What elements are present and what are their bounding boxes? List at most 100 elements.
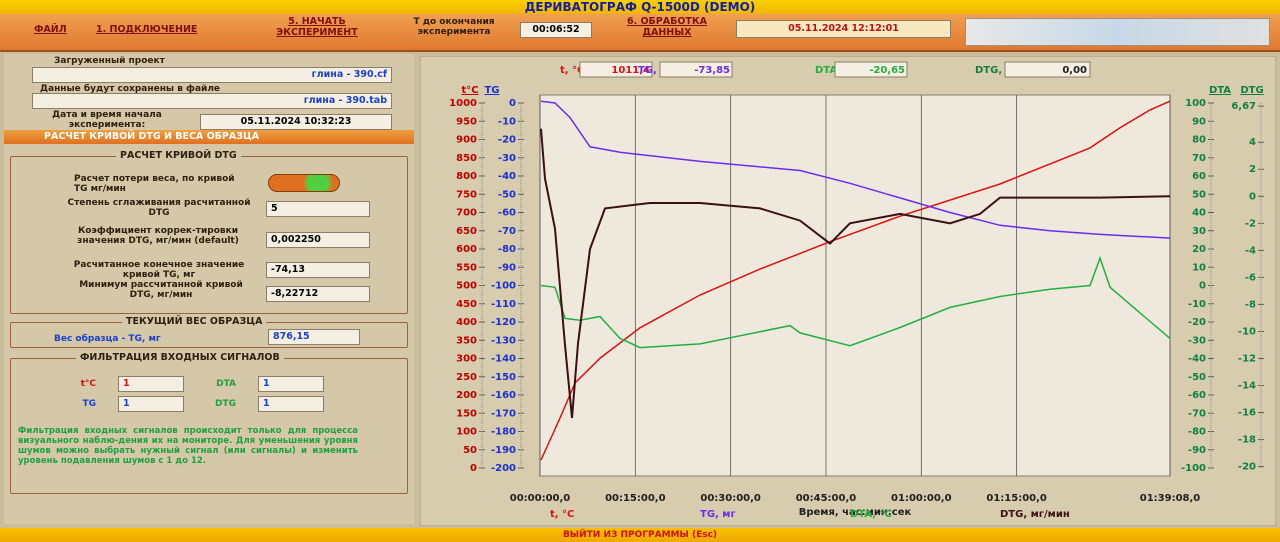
y-tick-label: 700 bbox=[456, 208, 477, 219]
y-tick-label: -140 bbox=[491, 354, 516, 365]
toolbar-icons[interactable] bbox=[965, 18, 1270, 46]
y-tick-label: -18 bbox=[1238, 435, 1256, 446]
x-tick-label: 01:00:00,0 bbox=[891, 493, 952, 504]
readout-box bbox=[659, 61, 733, 78]
y-tick-label: 4 bbox=[1249, 137, 1256, 148]
y-tick-label: 600 bbox=[456, 244, 477, 255]
section-bar[interactable]: РАСЧЕТ КРИВОЙ DTG И ВЕСА ОБРАЗЦА bbox=[4, 130, 414, 144]
filter-group-title: ФИЛЬТРАЦИЯ ВХОДНЫХ СИГНАЛОВ bbox=[76, 353, 284, 363]
y-tick-label: 250 bbox=[456, 372, 477, 383]
filter-field[interactable]: 1 bbox=[258, 376, 324, 392]
y-tick-label: 0 bbox=[1249, 191, 1256, 202]
remaining-label: Т до окончания эксперимента bbox=[413, 17, 495, 37]
y-tick-label: 60 bbox=[1192, 171, 1206, 182]
loss-label: Расчет потери веса, по кривой TG мг/мин bbox=[74, 174, 235, 194]
save-label: Данные будут сохранены в файле bbox=[40, 84, 221, 94]
weight-label: Вес образца - TG, мг bbox=[54, 334, 161, 344]
y-tick-label: -10 bbox=[1238, 326, 1256, 337]
y-tick-label: -60 bbox=[498, 208, 516, 219]
readout-label: TG, мг bbox=[638, 65, 674, 76]
legend-entry: t, °C bbox=[550, 509, 574, 520]
y-tick-label: -110 bbox=[491, 299, 516, 310]
smooth-field[interactable]: 5 bbox=[266, 201, 370, 217]
x-tick-label: 01:15:00,0 bbox=[986, 493, 1047, 504]
y-tick-label: 150 bbox=[456, 408, 477, 419]
filter-label: t°C bbox=[80, 379, 96, 389]
filter-field[interactable]: 1 bbox=[258, 396, 324, 412]
menu-start[interactable]: 5. НАЧАТЬ ЭКСПЕРИМЕНТ bbox=[276, 16, 358, 38]
y-tick-label: 650 bbox=[456, 226, 477, 237]
y-tick-label: 2 bbox=[1249, 164, 1256, 175]
y-tick-label: 350 bbox=[456, 335, 477, 346]
menu-connect[interactable]: 1. ПОДКЛЮЧЕНИЕ bbox=[96, 24, 198, 35]
y-tick-label: 0 bbox=[470, 463, 477, 474]
legend-entry: DTG, мг/мин bbox=[1000, 509, 1070, 520]
readout-box bbox=[834, 61, 908, 78]
y-tick-label: -10 bbox=[1188, 299, 1206, 310]
y-tick-label: -14 bbox=[1238, 381, 1256, 392]
y-tick-label: 850 bbox=[456, 153, 477, 164]
y-tick-label: 100 bbox=[1185, 98, 1206, 109]
left-panel: Загруженный проект глина - 390.cf Данные… bbox=[4, 54, 414, 524]
y-tick-label: -30 bbox=[498, 153, 516, 164]
y-tick-label: -4 bbox=[1245, 245, 1256, 256]
project-label: Загруженный проект bbox=[54, 56, 165, 66]
start-field: 05.11.2024 10:32:23 bbox=[200, 114, 392, 130]
y-tick-label: 50 bbox=[463, 445, 477, 456]
y-tick-label: -10 bbox=[498, 116, 516, 127]
y-tick-label: 70 bbox=[1192, 153, 1206, 164]
chart: 00:00:00,0 00:15:00,0 00:30:00,0 00:45:00,0… bbox=[419, 55, 1277, 527]
y-tick-label: -90 bbox=[498, 262, 516, 273]
y-tick-label: -90 bbox=[1188, 445, 1206, 456]
filter-field[interactable]: 1 bbox=[118, 376, 184, 392]
y-tick-label: -80 bbox=[1188, 427, 1206, 438]
title-bar: ДЕРИВАТОГРАФ Q-1500D (DEMO) bbox=[0, 0, 1280, 14]
filter-field[interactable]: 1 bbox=[118, 396, 184, 412]
weight-group-title: ТЕКУЩИЙ ВЕС ОБРАЗЦА bbox=[122, 317, 267, 327]
y-tick-label: 550 bbox=[456, 262, 477, 273]
coef-field[interactable]: 0,002250 bbox=[266, 232, 370, 248]
y-tick-label: -180 bbox=[491, 427, 516, 438]
y-tick-label: -30 bbox=[1188, 335, 1206, 346]
dtg-group-title: РАСЧЕТ КРИВОЙ DTG bbox=[116, 151, 241, 161]
menu-process[interactable]: 6. ОБРАБОТКА ДАННЫХ bbox=[626, 16, 708, 38]
series-line bbox=[540, 128, 1171, 419]
menu-file[interactable]: ФАЙЛ bbox=[34, 24, 67, 35]
y-tick-label: -70 bbox=[1188, 408, 1206, 419]
remaining-field: 00:06:52 bbox=[520, 22, 592, 38]
y-tick-label: -8 bbox=[1245, 299, 1256, 310]
y-tick-label: -20 bbox=[498, 135, 516, 146]
x-tick-label: 00:30:00,0 bbox=[700, 493, 761, 504]
series-line bbox=[540, 100, 1171, 239]
y-tick-label: 0 bbox=[509, 98, 516, 109]
axis-title: TG bbox=[484, 85, 499, 96]
y-tick-label: 80 bbox=[1192, 135, 1206, 146]
y-tick-label: 6,67 bbox=[1231, 101, 1256, 112]
plot-bg bbox=[539, 94, 1171, 477]
y-tick-label: 500 bbox=[456, 281, 477, 292]
readout-box bbox=[579, 61, 653, 78]
series-line bbox=[540, 255, 1171, 349]
readout-label: t, °C bbox=[560, 65, 584, 76]
loss-toggle[interactable] bbox=[268, 174, 340, 192]
y-tick-label: -50 bbox=[1188, 372, 1206, 383]
y-tick-label: 10 bbox=[1192, 262, 1206, 273]
final-label: Расчитанное конечное значение кривой TG,… bbox=[73, 260, 245, 280]
menu-bar: ФАЙЛ 1. ПОДКЛЮЧЕНИЕ 5. НАЧАТЬ ЭКСПЕРИМЕН… bbox=[0, 14, 1280, 52]
y-tick-label: 950 bbox=[456, 116, 477, 127]
y-tick-label: -160 bbox=[491, 390, 516, 401]
y-tick-label: 750 bbox=[456, 189, 477, 200]
legend-entry: DTA, °C bbox=[850, 509, 892, 520]
legend-entry: TG, мг bbox=[700, 509, 736, 520]
project-field: глина - 390.cf bbox=[32, 67, 392, 83]
exit-button[interactable]: ВЫЙТИ ИЗ ПРОГРАММЫ (Esc) bbox=[0, 528, 1280, 542]
y-tick-label: 400 bbox=[456, 317, 477, 328]
y-tick-label: 450 bbox=[456, 299, 477, 310]
smooth-label: Степень сглаживания расчитанной DTG bbox=[67, 198, 251, 218]
y-tick-label: 40 bbox=[1192, 208, 1206, 219]
y-tick-label: -130 bbox=[491, 335, 516, 346]
y-tick-label: -150 bbox=[491, 372, 516, 383]
y-tick-label: 200 bbox=[456, 390, 477, 401]
datetime-field: 05.11.2024 12:12:01 bbox=[736, 20, 951, 38]
